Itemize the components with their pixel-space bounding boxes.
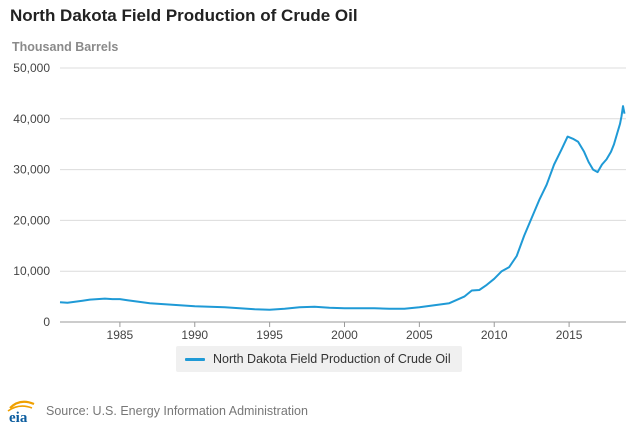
x-tick-label: 2000 — [331, 328, 358, 340]
plot-area — [59, 105, 626, 311]
x-tick-label: 1985 — [107, 328, 134, 340]
x-tick-label: 2005 — [406, 328, 433, 340]
y-axis: 0 10,000 20,000 30,000 40,000 50,000 — [13, 61, 50, 329]
eia-logo: eia — [7, 400, 35, 424]
x-tick-label: 1995 — [256, 328, 283, 340]
eia-logo-text: eia — [9, 410, 28, 424]
y-tick-label: 40,000 — [13, 112, 50, 126]
legend-label: North Dakota Field Production of Crude O… — [213, 352, 451, 366]
x-tick-label: 2010 — [481, 328, 508, 340]
footer: eia Source: U.S. Energy Information Admi… — [6, 398, 308, 424]
y-tick-label: 30,000 — [13, 163, 50, 177]
chart-title: North Dakota Field Production of Crude O… — [10, 6, 358, 25]
y-tick-label: 50,000 — [13, 61, 50, 75]
series-line — [59, 105, 626, 311]
y-unit-label: Thousand Barrels — [12, 40, 119, 54]
y-tick-label: 20,000 — [13, 213, 50, 227]
y-tick-label: 0 — [43, 315, 50, 329]
x-tick-label: 2015 — [556, 328, 583, 340]
source-note: Source: U.S. Energy Information Administ… — [46, 404, 308, 418]
legend-swatch — [185, 357, 205, 361]
x-axis: 1985 1990 1995 2000 2005 2010 2015 — [107, 322, 583, 340]
y-tick-label: 10,000 — [13, 264, 50, 278]
line-chart: 0 10,000 20,000 30,000 40,000 50,000 1985 1990… — [13, 61, 626, 340]
legend: North Dakota Field Production of Crude O… — [176, 346, 462, 372]
x-tick-label: 1990 — [181, 328, 208, 340]
